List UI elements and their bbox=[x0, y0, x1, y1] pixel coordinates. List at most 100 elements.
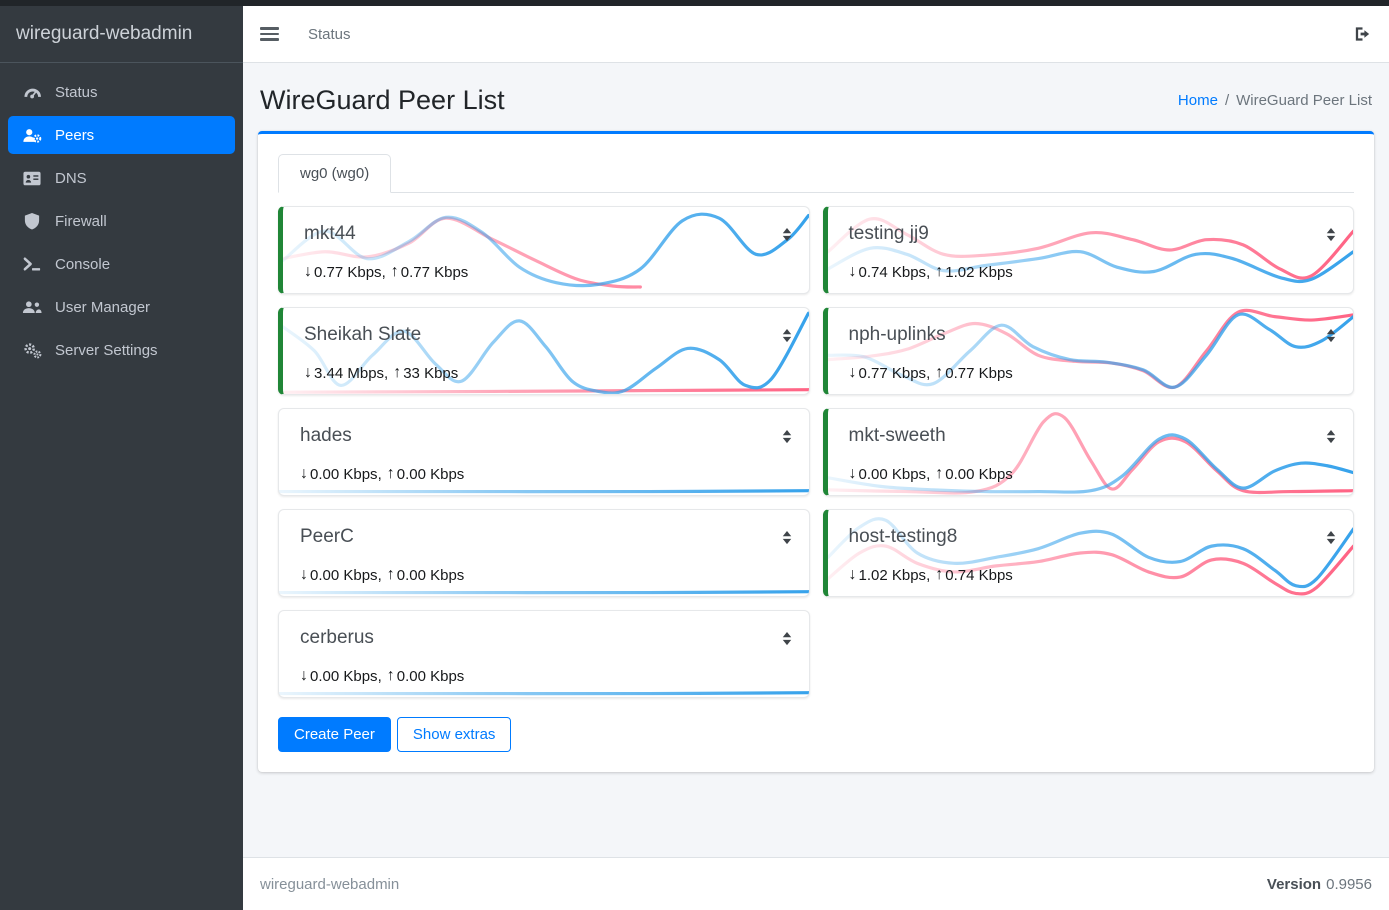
gauge-icon bbox=[20, 83, 44, 102]
traffic-separator: , bbox=[926, 263, 931, 281]
sort-icon[interactable] bbox=[781, 631, 793, 646]
breadcrumb-home-link[interactable]: Home bbox=[1177, 92, 1218, 109]
peer-card-mkt-sweeth[interactable]: mkt-sweeth ↓ 0.00 Kbps , ↑ 0.00 Kbps bbox=[822, 408, 1354, 496]
download-value: 0.74 Kbps bbox=[858, 263, 927, 281]
download-value: 0.00 Kbps bbox=[310, 566, 378, 584]
navbar-status-link[interactable]: Status bbox=[308, 25, 351, 43]
sidebar-item-peers[interactable]: Peers bbox=[8, 116, 235, 154]
sparkline-download-series bbox=[283, 313, 809, 393]
sort-icon[interactable] bbox=[781, 530, 793, 545]
upload-value: 0.00 Kbps bbox=[396, 566, 465, 584]
peer-card-nph-uplinks[interactable]: nph-uplinks ↓ 0.77 Kbps , ↑ 0.77 Kbps bbox=[822, 307, 1354, 395]
sparkline-upload-series bbox=[828, 219, 1354, 278]
sort-icon[interactable] bbox=[1325, 429, 1337, 444]
traffic-sparkline bbox=[828, 207, 1354, 293]
sparkline-download-series bbox=[828, 314, 1354, 387]
traffic-sparkline bbox=[283, 207, 809, 293]
users-gear-icon bbox=[20, 127, 44, 144]
sort-icon[interactable] bbox=[781, 429, 793, 444]
sidebar-item-server-settings[interactable]: Server Settings bbox=[8, 331, 235, 369]
upload-value: 0.74 Kbps bbox=[945, 566, 1013, 584]
sidebar-item-user-manager[interactable]: User Manager bbox=[8, 288, 235, 326]
peer-name: mkt-sweeth bbox=[848, 425, 946, 446]
sort-icon[interactable] bbox=[1325, 328, 1337, 343]
traffic-separator: , bbox=[377, 465, 382, 483]
peer-name: testing jj9 bbox=[848, 223, 929, 244]
peer-card-peerc[interactable]: PeerC ↓ 0.00 Kbps , ↑ 0.00 Kbps bbox=[278, 509, 810, 597]
brand-link[interactable]: wireguard-webadmin bbox=[0, 6, 243, 63]
peer-name: nph-uplinks bbox=[848, 324, 946, 345]
sort-icon[interactable] bbox=[1325, 530, 1337, 545]
peer-grid: mkt44 ↓ 0.77 Kbps , ↑ 0.77 Kbps testing … bbox=[278, 206, 1354, 698]
peer-card-hades[interactable]: hades ↓ 0.00 Kbps , ↑ 0.00 Kbps bbox=[278, 408, 810, 496]
logout-icon[interactable] bbox=[1353, 25, 1372, 43]
peer-card-mkt44[interactable]: mkt44 ↓ 0.77 Kbps , ↑ 0.77 Kbps bbox=[278, 206, 810, 294]
sidebar-item-dns[interactable]: DNS bbox=[8, 159, 235, 197]
peer-name: Sheikah Slate bbox=[304, 324, 422, 345]
download-value: 1.02 Kbps bbox=[858, 566, 927, 584]
tab-wg0[interactable]: wg0 (wg0) bbox=[278, 154, 392, 193]
sparkline-download-series bbox=[279, 592, 809, 593]
upload-arrow-icon: ↑ bbox=[386, 465, 395, 482]
footer: wireguard-webadmin Version 0.9956 bbox=[243, 857, 1389, 910]
sidebar-item-firewall[interactable]: Firewall bbox=[8, 202, 235, 240]
peer-traffic: ↓ 0.00 Kbps , ↑ 0.00 Kbps bbox=[300, 566, 464, 584]
download-value: 0.00 Kbps bbox=[858, 465, 927, 483]
upload-value: 0.00 Kbps bbox=[396, 667, 465, 685]
sidebar-toggle-icon[interactable] bbox=[260, 27, 279, 41]
download-arrow-icon: ↓ bbox=[848, 263, 857, 280]
traffic-separator: , bbox=[377, 667, 382, 685]
upload-value: 0.00 Kbps bbox=[396, 465, 465, 483]
create-peer-button[interactable]: Create Peer bbox=[278, 717, 391, 752]
download-arrow-icon: ↓ bbox=[848, 566, 857, 583]
peer-traffic: ↓ 0.00 Kbps , ↑ 0.00 Kbps bbox=[849, 465, 1013, 483]
download-arrow-icon: ↓ bbox=[848, 465, 857, 482]
show-extras-button[interactable]: Show extras bbox=[396, 717, 512, 752]
traffic-sparkline bbox=[828, 510, 1354, 596]
sidebar-item-console[interactable]: Console bbox=[8, 245, 235, 283]
shield-icon bbox=[20, 212, 44, 230]
peer-traffic: ↓ 3.44 Mbps , ↑ 33 Kbps bbox=[304, 364, 458, 382]
download-arrow-icon: ↓ bbox=[300, 566, 308, 583]
traffic-sparkline bbox=[283, 308, 809, 394]
sidebar-item-status[interactable]: Status bbox=[8, 73, 235, 111]
sort-icon[interactable] bbox=[1325, 227, 1337, 242]
sparkline-download-series bbox=[828, 435, 1354, 492]
upload-arrow-icon: ↑ bbox=[386, 667, 395, 684]
peer-traffic: ↓ 0.00 Kbps , ↑ 0.00 Kbps bbox=[300, 465, 464, 483]
peer-traffic: ↓ 0.00 Kbps , ↑ 0.00 Kbps bbox=[300, 667, 464, 685]
peer-card-cerberus[interactable]: cerberus ↓ 0.00 Kbps , ↑ 0.00 Kbps bbox=[278, 610, 810, 698]
peer-card-testing-jj9[interactable]: testing jj9 ↓ 0.74 Kbps , ↑ 1.02 Kbps bbox=[822, 206, 1354, 294]
version-value: 0.9956 bbox=[1326, 875, 1372, 893]
download-arrow-icon: ↓ bbox=[848, 364, 857, 381]
brand-text: wireguard-webadmin bbox=[16, 23, 193, 44]
download-arrow-icon: ↓ bbox=[304, 364, 312, 381]
download-value: 0.00 Kbps bbox=[310, 667, 378, 685]
upload-arrow-icon: ↑ bbox=[935, 263, 944, 280]
actions-row: Create Peer Show extras bbox=[278, 717, 1354, 752]
download-value: 0.77 Kbps bbox=[314, 263, 382, 281]
sparkline-upload-series bbox=[828, 546, 1354, 594]
download-value: 3.44 Mbps bbox=[314, 364, 385, 382]
upload-arrow-icon: ↑ bbox=[935, 465, 944, 482]
peer-name: cerberus bbox=[300, 627, 374, 648]
upload-value: 0.77 Kbps bbox=[945, 364, 1013, 382]
sort-icon[interactable] bbox=[781, 227, 793, 242]
footer-brand: wireguard-webadmin bbox=[260, 875, 400, 893]
upload-arrow-icon: ↑ bbox=[393, 364, 402, 381]
sidebar-nav: Status Peers DNS Firewall Console User M… bbox=[0, 63, 243, 384]
traffic-separator: , bbox=[384, 364, 389, 382]
traffic-sparkline bbox=[828, 308, 1354, 394]
peer-card-sheikah-slate[interactable]: Sheikah Slate ↓ 3.44 Mbps , ↑ 33 Kbps bbox=[278, 307, 810, 395]
sparkline-download-series bbox=[828, 519, 1354, 587]
peer-card-host-testing8[interactable]: host-testing8 ↓ 1.02 Kbps , ↑ 0.74 Kbps bbox=[822, 509, 1354, 597]
traffic-sparkline bbox=[279, 409, 809, 495]
sort-icon[interactable] bbox=[781, 328, 793, 343]
upload-arrow-icon: ↑ bbox=[935, 364, 944, 381]
traffic-separator: , bbox=[377, 566, 382, 584]
traffic-sparkline bbox=[828, 409, 1354, 495]
sparkline-download-series bbox=[828, 248, 1354, 282]
traffic-separator: , bbox=[926, 364, 931, 382]
download-arrow-icon: ↓ bbox=[300, 465, 308, 482]
upload-value: 0.77 Kbps bbox=[400, 263, 469, 281]
